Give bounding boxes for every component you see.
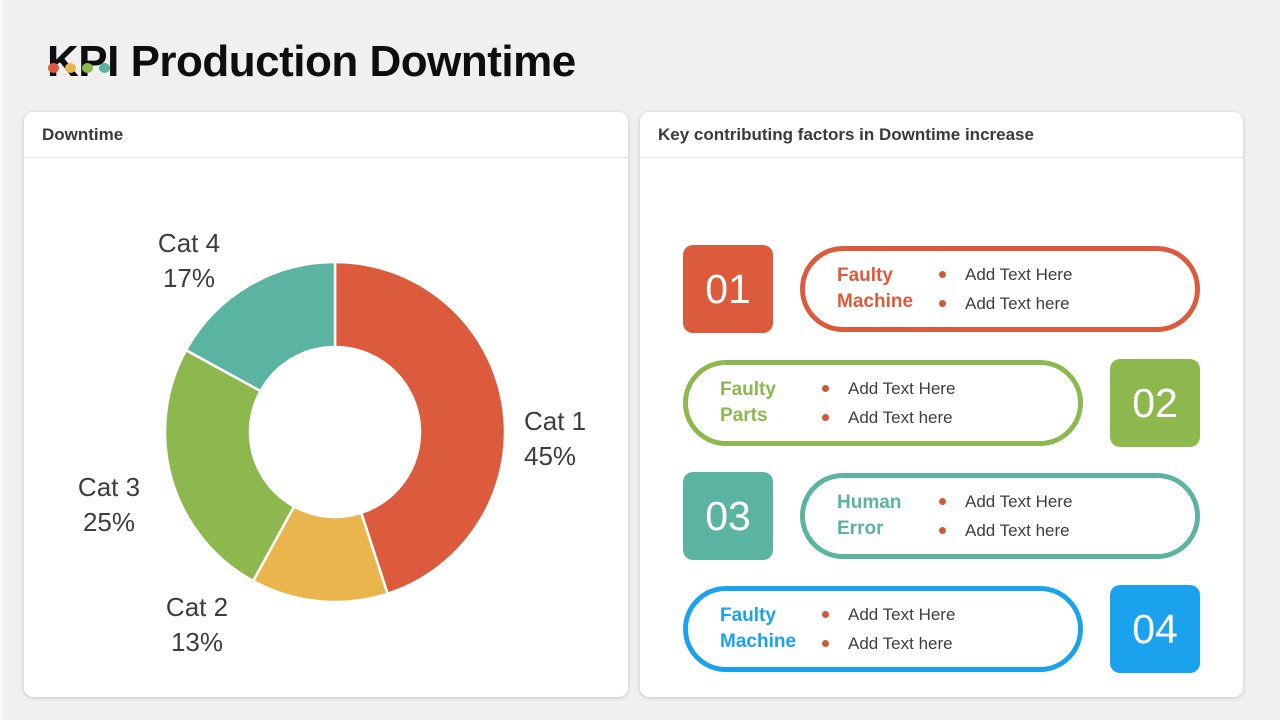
- factor-bullets-03: Add Text Here Add Text here: [939, 488, 1072, 544]
- factor-bullets-02: Add Text Here Add Text here: [822, 375, 955, 431]
- factor-pill-04: Faulty Machine Add Text Here Add Text here: [683, 586, 1083, 672]
- downtime-panel: Downtime Cat 1 45% Cat 2 13% Cat 3 25% Cat 4 17…: [24, 112, 628, 697]
- bullet-text: Add Text Here: [848, 379, 956, 398]
- bullet-dot-icon: [939, 300, 946, 307]
- factor-bullets-01: Add Text Here Add Text here: [939, 261, 1072, 317]
- factor-bullet-03-1: Add Text Here: [939, 488, 1072, 515]
- factor-row-02: Faulty Parts Add Text Here Add Text here 02: [683, 359, 1200, 447]
- bullet-text: Add Text here: [848, 634, 953, 653]
- bullet-dot-icon: [822, 385, 829, 392]
- factor-bullet-03-2: Add Text here: [939, 517, 1072, 544]
- title-dot-1: [48, 63, 59, 73]
- bullet-dot-icon: [822, 414, 829, 421]
- factor-bullet-01-2: Add Text here: [939, 290, 1072, 317]
- factor-bullet-04-1: Add Text Here: [822, 601, 955, 628]
- downtime-chart-area: Cat 1 45% Cat 2 13% Cat 3 25% Cat 4 17%: [24, 158, 628, 697]
- donut-label-cat-2: Cat 2 13%: [165, 592, 229, 657]
- title-accent-dots: [48, 63, 110, 73]
- donut-slice-cat-1: [333, 260, 507, 595]
- bullet-text: Add Text Here: [965, 492, 1073, 511]
- donut-label-cat-4: Cat 4 17%: [157, 228, 221, 293]
- factor-pill-03: Human Error Add Text Here Add Text here: [800, 473, 1200, 559]
- factor-label-04: Faulty Machine: [720, 605, 797, 652]
- bullet-text: Add Text Here: [965, 265, 1073, 284]
- donut-slice-cat-3: [163, 348, 296, 583]
- factor-pill-01: Faulty Machine Add Text Here Add Text here: [800, 246, 1200, 332]
- downtime-panel-header: Downtime: [24, 112, 628, 158]
- factor-label-03: Human Error: [837, 492, 902, 539]
- slide-title: KPI Production Downtime: [47, 37, 576, 87]
- donut-slice-cat-4: [184, 260, 337, 393]
- factors-panel-header: Key contributing factors in Downtime inc…: [640, 112, 1243, 158]
- factor-bullets-04: Add Text Here Add Text here: [822, 601, 955, 657]
- bullet-text: Add Text here: [965, 521, 1070, 540]
- factor-label-02: Faulty Parts: [720, 379, 776, 426]
- title-dot-4: [99, 63, 110, 73]
- factor-rows: 01 Faulty Machine Add Text Here Add Text he…: [640, 158, 1243, 697]
- factors-panel: Key contributing factors in Downtime inc…: [640, 112, 1243, 697]
- slide-edge-strip: [0, 0, 3, 720]
- factor-number-02: 02: [1110, 359, 1200, 447]
- factor-row-04: Faulty Machine Add Text Here Add Text here…: [683, 585, 1200, 673]
- bullet-dot-icon: [822, 611, 829, 618]
- factor-pill-02: Faulty Parts Add Text Here Add Text here: [683, 360, 1083, 446]
- donut-label-cat-3: Cat 3 25%: [77, 472, 141, 537]
- factor-bullet-02-2: Add Text here: [822, 404, 955, 431]
- factor-number-03: 03: [683, 472, 773, 560]
- bullet-text: Add Text here: [965, 294, 1070, 313]
- bullet-text: Add Text Here: [848, 605, 956, 624]
- donut-label-cat-1: Cat 1 45%: [524, 406, 587, 471]
- factor-number-01: 01: [683, 245, 773, 333]
- factor-bullet-01-1: Add Text Here: [939, 261, 1072, 288]
- title-dot-2: [65, 63, 76, 73]
- factor-row-03: 03 Human Error Add Text Here Add Text here: [683, 472, 1200, 560]
- factor-row-01: 01 Faulty Machine Add Text Here Add Text he…: [683, 245, 1200, 333]
- factor-bullet-04-2: Add Text here: [822, 630, 955, 657]
- bullet-dot-icon: [939, 271, 946, 278]
- bullet-dot-icon: [822, 640, 829, 647]
- bullet-dot-icon: [939, 498, 946, 505]
- downtime-donut-chart: [163, 260, 507, 604]
- title-dot-3: [82, 63, 93, 73]
- bullet-dot-icon: [939, 527, 946, 534]
- factor-label-01: Faulty Machine: [837, 265, 914, 312]
- factor-number-04: 04: [1110, 585, 1200, 673]
- bullet-text: Add Text here: [848, 408, 953, 427]
- factor-bullet-02-1: Add Text Here: [822, 375, 955, 402]
